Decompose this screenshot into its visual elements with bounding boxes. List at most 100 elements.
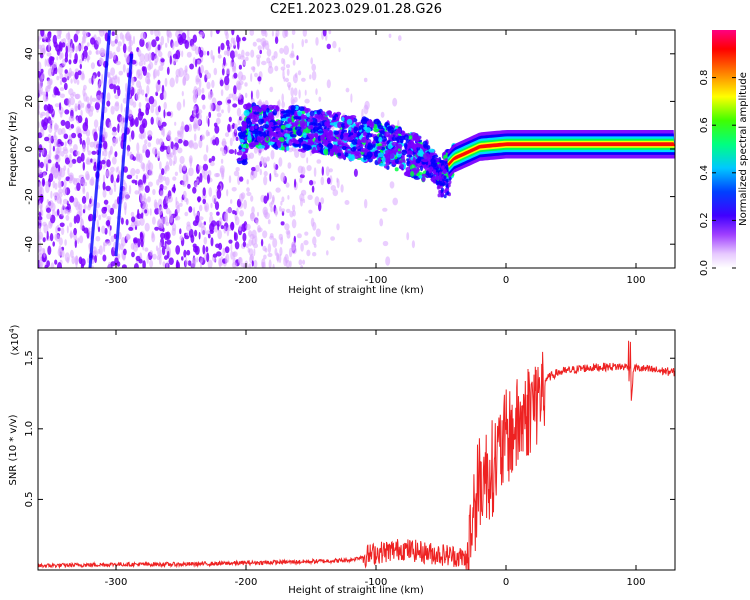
noise-blob (74, 105, 78, 112)
noise-blob (38, 152, 41, 158)
signal-blob (306, 145, 312, 150)
signal-blob (344, 152, 349, 157)
noise-blob (56, 208, 60, 216)
noise-blob (165, 42, 168, 48)
noise-blob (76, 79, 80, 85)
noise-blob (192, 93, 198, 104)
noise-blob (237, 53, 242, 60)
noise-blob (156, 85, 159, 94)
signal-blob (326, 110, 332, 116)
noise-blob (79, 137, 83, 145)
signal-blob (302, 132, 307, 139)
noise-blob (215, 243, 220, 249)
noise-blob (247, 247, 251, 253)
spectrogram-x-tick-label: -100 (365, 275, 388, 286)
noise-blob (86, 42, 90, 47)
noise-blob (275, 207, 278, 217)
noise-blob (249, 212, 256, 222)
noise-blob (392, 97, 398, 107)
noise-blob (190, 259, 196, 268)
signal-band (447, 142, 675, 167)
noise-blob (140, 32, 146, 41)
signal-blob (394, 167, 399, 172)
noise-blob (312, 252, 317, 257)
signal-blob (261, 105, 267, 112)
noise-blob (184, 211, 189, 217)
noise-blob (228, 175, 232, 184)
noise-blob (301, 39, 305, 48)
noise-blob (202, 187, 206, 197)
noise-blob (139, 111, 145, 117)
noise-blob (39, 182, 43, 193)
noise-blob (42, 48, 46, 55)
signal-blob (377, 152, 384, 158)
signal-blob (396, 136, 400, 143)
noise-blob (38, 85, 43, 95)
noise-blob (82, 187, 86, 194)
noise-blob (263, 175, 268, 186)
noise-blob (85, 96, 90, 103)
noise-blob (162, 145, 168, 150)
noise-blob (261, 258, 266, 268)
noise-blob (163, 101, 167, 110)
noise-blob (245, 92, 248, 99)
noise-blob (146, 255, 149, 264)
noise-blob (60, 206, 64, 217)
noise-blob (219, 79, 224, 87)
noise-blob (164, 215, 168, 225)
noise-blob (256, 100, 263, 106)
signal-blob (247, 134, 252, 141)
noise-blob (199, 72, 203, 79)
noise-blob (207, 117, 210, 127)
noise-blob (50, 190, 53, 199)
noise-blob (313, 167, 317, 178)
noise-blob (58, 188, 64, 194)
noise-blob (166, 66, 170, 75)
noise-blob (82, 144, 86, 153)
noise-blob (73, 215, 77, 224)
noise-blob (115, 36, 118, 45)
noise-blob (53, 131, 57, 138)
signal-blob (285, 112, 291, 117)
noise-blob (201, 94, 206, 101)
noise-blob (236, 82, 242, 91)
noise-blob (58, 30, 62, 37)
noise-blob (117, 174, 120, 183)
noise-blob (204, 202, 210, 213)
signal-blob (376, 146, 383, 150)
signal-blob (391, 141, 399, 147)
noise-blob (45, 184, 50, 194)
noise-blob (228, 149, 235, 155)
noise-blob (215, 117, 221, 125)
noise-blob (198, 78, 202, 89)
noise-blob (170, 141, 174, 150)
noise-blob (300, 242, 304, 252)
noise-blob (54, 103, 60, 108)
noise-blob (66, 225, 69, 234)
noise-blob (83, 45, 89, 51)
noise-blob (291, 30, 296, 35)
noise-blob (251, 166, 256, 172)
noise-blob (125, 233, 130, 241)
noise-blob (209, 211, 213, 217)
noise-blob (140, 192, 143, 202)
noise-blob (136, 213, 142, 220)
noise-blob (182, 190, 187, 199)
noise-blob (64, 109, 70, 115)
noise-blob (280, 237, 284, 245)
noise-blob (259, 49, 263, 55)
noise-blob (311, 185, 315, 193)
noise-blob (291, 241, 297, 251)
snr-x-tick-label: 0 (503, 577, 509, 588)
noise-blob (40, 68, 44, 74)
noise-blob (237, 40, 240, 50)
noise-blob (287, 195, 290, 200)
noise-blob (38, 35, 41, 42)
noise-blob (286, 68, 290, 77)
snr-y-tick-label: 1.5 (24, 350, 35, 366)
noise-streak (114, 53, 134, 257)
noise-blob (280, 66, 286, 71)
noise-blob (195, 75, 200, 85)
